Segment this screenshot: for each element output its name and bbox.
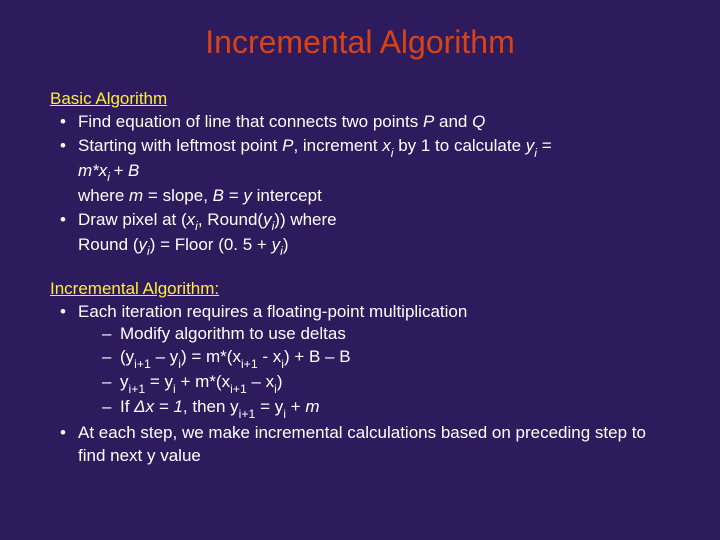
list-item: Draw pixel at (xi, Round(yi)) where Roun… [50,209,670,259]
slide-title: Incremental Algorithm [50,24,670,61]
section1-list: Find equation of line that connects two … [50,111,670,259]
list-item: yi+1 = yi + m*(xi+1 – xi) [102,371,670,396]
section2-heading: Incremental Algorithm: [50,279,670,299]
list-item: Find equation of line that connects two … [50,111,670,134]
list-item: Each iteration requires a floating-point… [50,301,670,422]
list-item: Starting with leftmost point P, incremen… [50,135,670,208]
list-item: (yi+1 – yi) = m*(xi+1 - xi) + B – B [102,346,670,371]
list-item: Modify algorithm to use deltas [102,323,670,346]
list-item: At each step, we make incremental calcul… [50,422,670,468]
section1-heading: Basic Algorithm [50,89,670,109]
sub-list: Modify algorithm to use deltas (yi+1 – y… [78,323,670,421]
slide-container: Incremental Algorithm Basic Algorithm Fi… [0,0,720,540]
list-item: If Δx = 1, then yi+1 = yi + m [102,396,670,421]
section2-list: Each iteration requires a floating-point… [50,301,670,468]
